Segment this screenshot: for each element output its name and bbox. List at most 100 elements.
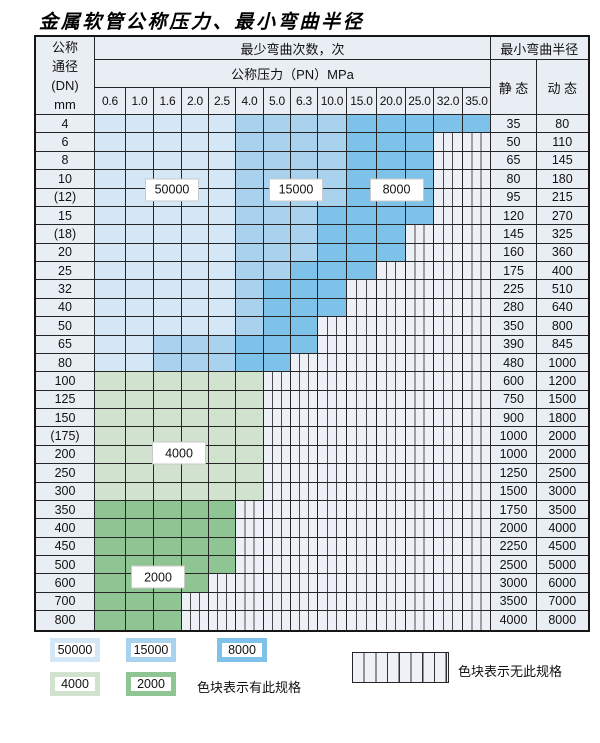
spec-cell xyxy=(236,262,264,281)
pressure-value-header: 10.0 xyxy=(318,88,347,115)
spec-cell-none xyxy=(377,298,406,318)
spec-cell xyxy=(154,206,182,226)
row-label-dn: 350 xyxy=(36,500,95,520)
spec-cell xyxy=(236,188,264,207)
bend-count-label: 8000 xyxy=(369,178,424,201)
legend-swatch: 2000 xyxy=(126,672,176,696)
spec-cell-none xyxy=(463,519,491,538)
spec-cell xyxy=(264,243,291,262)
spec-cell-none xyxy=(434,409,463,428)
spec-cell-none xyxy=(347,353,377,373)
static-value: 1000 xyxy=(491,427,537,446)
spec-cell-none xyxy=(406,556,434,575)
spec-cell-none xyxy=(377,482,406,501)
static-value: 480 xyxy=(491,353,537,373)
spec-cell xyxy=(236,353,264,373)
dynamic-value: 7000 xyxy=(537,592,588,612)
spec-cell xyxy=(182,519,209,538)
spec-cell-none xyxy=(434,372,463,391)
spec-cell-none xyxy=(318,592,347,612)
spec-cell-none xyxy=(463,335,491,354)
dynamic-value: 6000 xyxy=(537,574,588,593)
spec-cell-none xyxy=(347,500,377,520)
static-value: 120 xyxy=(491,206,537,226)
corner-header-line: mm xyxy=(54,96,76,112)
spec-cell xyxy=(182,464,209,483)
spec-cell xyxy=(154,464,182,483)
spec-cell xyxy=(318,151,347,171)
spec-cell xyxy=(236,170,264,189)
spec-cell xyxy=(236,335,264,354)
spec-cell xyxy=(406,133,434,152)
spec-cell xyxy=(236,482,264,501)
spec-cell xyxy=(154,225,182,244)
spec-cell-none xyxy=(463,133,491,152)
spec-cell-none xyxy=(377,427,406,446)
spec-cell xyxy=(347,115,377,134)
spec-cell-none xyxy=(347,445,377,465)
spec-cell xyxy=(377,151,406,171)
spec-cell-none xyxy=(347,611,377,630)
spec-cell xyxy=(126,115,154,134)
spec-cell xyxy=(264,133,291,152)
spec-cell xyxy=(264,151,291,171)
spec-cell-none xyxy=(264,427,291,446)
row-label-dn: 20 xyxy=(36,243,95,262)
spec-cell-none xyxy=(406,225,434,244)
spec-cell xyxy=(182,115,209,134)
spec-cell-none xyxy=(406,427,434,446)
row-label-dn: 300 xyxy=(36,482,95,501)
spec-cell xyxy=(95,262,126,281)
spec-cell-none xyxy=(434,151,463,171)
spec-cell-none xyxy=(318,317,347,336)
static-value: 1750 xyxy=(491,500,537,520)
dynamic-value: 1200 xyxy=(537,372,588,391)
pressure-value-header: 32.0 xyxy=(434,88,463,115)
spec-cell xyxy=(209,390,236,409)
pressure-value-header: 5.0 xyxy=(264,88,291,115)
spec-cell xyxy=(291,115,318,134)
spec-cell xyxy=(236,427,264,446)
spec-cell-none xyxy=(209,574,236,593)
corner-header-line: 公称 xyxy=(51,39,78,55)
spec-cell xyxy=(126,262,154,281)
dynamic-value: 3000 xyxy=(537,482,588,501)
spec-cell xyxy=(154,298,182,318)
dynamic-value: 5000 xyxy=(537,556,588,575)
spec-cell xyxy=(291,335,318,354)
spec-cell-none xyxy=(434,317,463,336)
spec-cell-none xyxy=(182,592,209,612)
row-label-dn: 125 xyxy=(36,390,95,409)
dynamic-value: 325 xyxy=(537,225,588,244)
spec-cell-none xyxy=(347,574,377,593)
spec-cell xyxy=(264,317,291,336)
spec-cell xyxy=(264,280,291,299)
pressure-value-header: 2.0 xyxy=(182,88,209,115)
spec-cell xyxy=(209,556,236,575)
spec-cell xyxy=(126,592,154,612)
spec-cell xyxy=(154,611,182,630)
dynamic-value: 2500 xyxy=(537,464,588,483)
spec-cell xyxy=(182,556,209,575)
spec-cell xyxy=(154,409,182,428)
static-value: 2000 xyxy=(491,519,537,538)
spec-cell xyxy=(95,353,126,373)
spec-cell-none xyxy=(264,445,291,465)
spec-cell-none xyxy=(434,390,463,409)
spec-cell xyxy=(209,353,236,373)
row-label-dn: 800 xyxy=(36,611,95,630)
spec-cell xyxy=(291,243,318,262)
spec-cell xyxy=(318,280,347,299)
spec-cell xyxy=(347,151,377,171)
row-label-dn: 150 xyxy=(36,409,95,428)
spec-cell xyxy=(95,206,126,226)
spec-cell xyxy=(154,353,182,373)
spec-cell-none xyxy=(434,225,463,244)
spec-cell-none xyxy=(463,188,491,207)
spec-table: 公称 通径 (DN) mm 最少弯曲次数，次 最小弯曲半径 公称压力（PN）MPa 静 态动 … xyxy=(34,35,590,632)
spec-cell xyxy=(126,611,154,630)
spec-cell xyxy=(154,482,182,501)
spec-cell-none xyxy=(406,482,434,501)
spec-cell xyxy=(154,335,182,354)
spec-cell-none xyxy=(236,500,264,520)
